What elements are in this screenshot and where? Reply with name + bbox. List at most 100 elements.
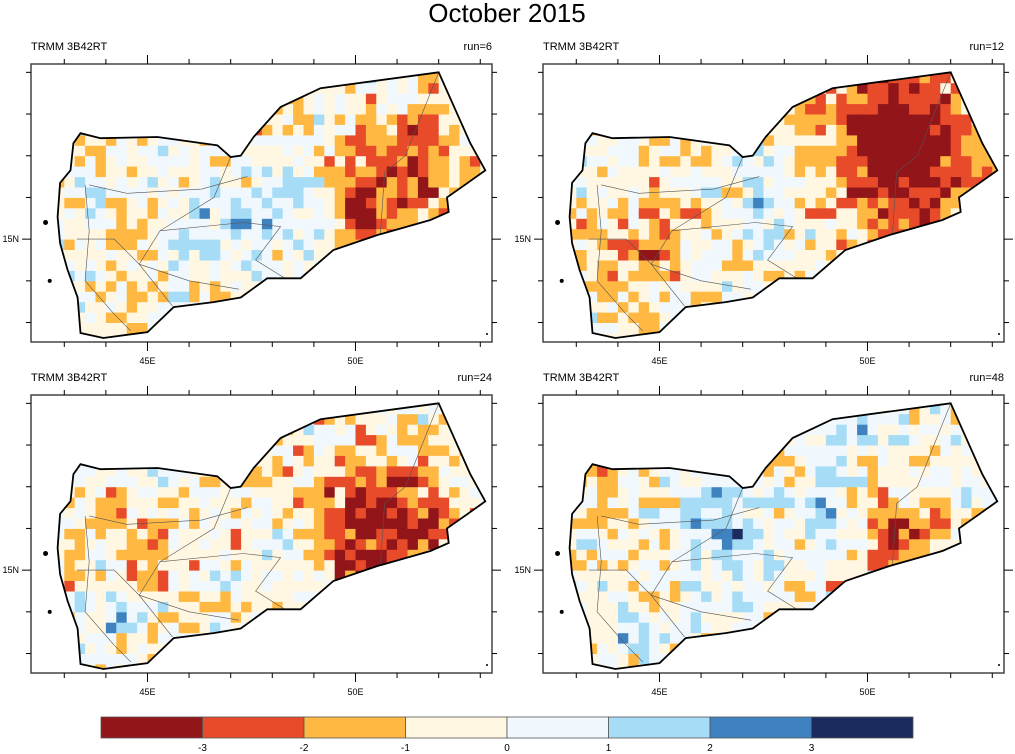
grid-cell-minus-1-to-0 [251, 301, 263, 313]
grid-cell-minus-2-to-minus-1 [909, 280, 920, 292]
grid-cell-minus-1-to-0 [628, 601, 640, 613]
grid-cell-minus-1-to-0 [324, 228, 336, 240]
grid-cell-0-to-1 [898, 486, 910, 498]
grid-cell-0-to-1 [438, 280, 450, 292]
grid-cell-minus-3-to-minus-2 [815, 93, 827, 105]
grid-cell-minus-2-to-minus-1 [417, 249, 429, 261]
grid-cell-minus-1-to-0 [189, 114, 200, 125]
grid-cell-1-to-2 [815, 643, 827, 654]
grid-cell-0-to-1 [189, 82, 200, 94]
grid-cell-0-to-1 [597, 72, 608, 84]
grid-cell-minus-1-to-0 [57, 124, 65, 136]
grid-cell-minus-1-to-0 [701, 322, 712, 334]
grid-cell-0-to-1 [784, 322, 796, 334]
grid-cell-minus-2-to-minus-1 [586, 207, 598, 219]
grid-cell-below-minus-3 [397, 476, 408, 488]
grid-cell-minus-2-to-minus-1 [407, 114, 419, 125]
grid-cell-minus-1-to-0 [680, 413, 692, 425]
grid-cell-0-to-1 [825, 218, 837, 230]
grid-cell-minus-2-to-minus-1 [459, 187, 471, 198]
grid-cell-minus-1-to-0 [753, 643, 764, 654]
grid-cell-1-to-2 [85, 187, 96, 198]
grid-cell-0-to-1 [147, 270, 159, 282]
grid-cell-minus-2-to-minus-1 [251, 632, 263, 644]
grid-cell-minus-3-to-minus-2 [438, 591, 450, 602]
grid-cell-minus-1-to-0 [909, 643, 920, 654]
grid-cell-1-to-2 [753, 497, 764, 509]
grid-cell-minus-3-to-minus-2 [189, 559, 200, 571]
grid-cell-0-to-1 [469, 218, 481, 230]
grid-cell-minus-2-to-minus-1 [334, 249, 346, 261]
grid-cell-minus-1-to-0 [753, 312, 764, 323]
grid-cell-minus-1-to-0 [105, 455, 117, 467]
grid-cell-minus-2-to-minus-1 [438, 249, 450, 261]
grid-cell-below-minus-3 [909, 82, 920, 94]
colorbar-box-minus-2-to-minus-1 [303, 716, 406, 739]
grid-cell-minus-1-to-0 [199, 270, 211, 282]
grid-cell-minus-1-to-0 [805, 72, 816, 84]
grid-cell-0-to-1 [732, 228, 744, 240]
grid-cell-1-to-2 [178, 291, 190, 303]
grid-cell-minus-1-to-0 [220, 653, 232, 665]
grid-cell-minus-1-to-0 [929, 249, 941, 261]
grid-cell-minus-2-to-minus-1 [617, 207, 629, 219]
grid-cell-1-to-2 [189, 197, 200, 209]
grid-cell-minus-2-to-minus-1 [57, 413, 65, 425]
grid-cell-minus-2-to-minus-1 [459, 260, 471, 271]
grid-cell-minus-1-to-0 [732, 270, 744, 282]
grid-cell-minus-1-to-0 [230, 424, 242, 436]
grid-cell-0-to-1 [721, 322, 733, 334]
grid-cell-below-minus-3 [355, 486, 367, 498]
grid-cell-minus-1-to-0 [324, 559, 336, 571]
grid-cell-minus-2-to-minus-1 [940, 155, 952, 167]
grid-cell-minus-1-to-0 [940, 580, 952, 592]
grid-cell-0-to-1 [950, 486, 962, 498]
grid-cell-minus-1-to-0 [607, 518, 619, 529]
grid-cell-minus-1-to-0 [898, 322, 910, 334]
grid-cell-minus-1-to-0 [763, 518, 775, 529]
grid-cell-0-to-1 [282, 134, 294, 146]
grid-cell-minus-2-to-minus-1 [438, 301, 450, 313]
grid-cell-minus-1-to-0 [126, 424, 138, 436]
grid-cell-minus-3-to-minus-2 [867, 82, 879, 94]
grid-cell-minus-1-to-0 [732, 218, 744, 230]
grid-cell-minus-1-to-0 [805, 322, 816, 334]
grid-cell-minus-1-to-0 [407, 591, 419, 602]
grid-cell-minus-1-to-0 [157, 260, 169, 271]
grid-cell-1-to-2 [168, 239, 180, 250]
grid-cell-minus-3-to-minus-2 [857, 103, 868, 115]
grid-cell-0-to-1 [230, 591, 242, 602]
grid-cell-minus-2-to-minus-1 [597, 497, 608, 509]
grid-cell-minus-2-to-minus-1 [417, 103, 429, 115]
grid-cell-minus-1-to-0 [241, 301, 252, 313]
grid-cell-minus-1-to-0 [95, 413, 107, 425]
grid-cell-0-to-1 [157, 239, 169, 250]
grid-cell-minus-2-to-minus-1 [909, 507, 920, 519]
grid-cell-minus-1-to-0 [241, 103, 252, 115]
grid-cell-minus-2-to-minus-1 [805, 155, 816, 167]
grid-cell-minus-2-to-minus-1 [438, 103, 450, 115]
grid-cell-minus-1-to-0 [763, 301, 775, 313]
grid-cell-minus-1-to-0 [569, 632, 577, 644]
grid-cell-0-to-1 [669, 486, 681, 498]
grid-cell-minus-3-to-minus-2 [898, 82, 910, 94]
grid-cell-0-to-1 [303, 465, 315, 477]
grid-cell-minus-2-to-minus-1 [293, 643, 304, 654]
grid-cell-0-to-1 [617, 643, 629, 654]
grid-cell-minus-1-to-0 [680, 82, 692, 94]
grid-cell-minus-2-to-minus-1 [397, 434, 408, 446]
grid-cell-minus-1-to-0 [293, 465, 304, 477]
grid-cell-minus-3-to-minus-2 [417, 455, 429, 467]
grid-cell-0-to-1 [971, 549, 983, 561]
grid-cell-1-to-2 [638, 643, 650, 654]
grid-cell-0-to-1 [773, 528, 785, 540]
grid-cell-0-to-1 [638, 559, 650, 571]
grid-cell-minus-1-to-0 [690, 280, 702, 292]
grid-cell-1-to-2 [753, 301, 764, 313]
grid-cell-minus-2-to-minus-1 [303, 280, 315, 292]
grid-cell-0-to-1 [805, 486, 816, 498]
grid-cell-minus-1-to-0 [721, 270, 733, 282]
grid-cell-minus-2-to-minus-1 [711, 291, 723, 303]
grid-cell-minus-2-to-minus-1 [919, 538, 931, 550]
grid-cell-minus-2-to-minus-1 [794, 197, 806, 209]
